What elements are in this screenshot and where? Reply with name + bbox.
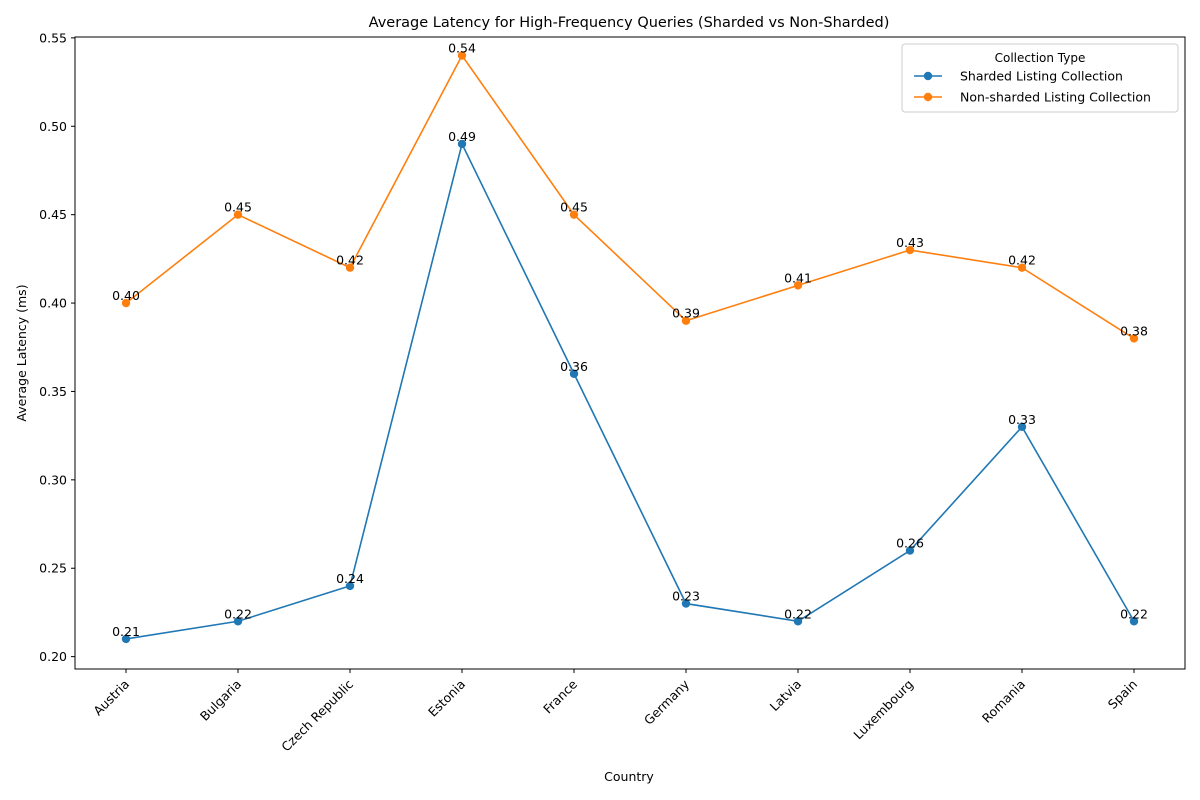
x-tick-label: Spain — [1105, 677, 1140, 712]
x-tick-label: Estonia — [425, 677, 468, 720]
data-label: 0.22 — [1120, 606, 1148, 621]
data-point — [457, 139, 467, 149]
y-tick-label: 0.25 — [39, 561, 67, 576]
legend: Collection Type Sharded Listing Collecti… — [901, 43, 1179, 113]
legend-label: Sharded Listing Collection — [960, 69, 1123, 84]
x-axis-label: Country — [604, 769, 654, 784]
legend-marker — [923, 71, 933, 81]
data-label: 0.23 — [672, 589, 700, 604]
data-point — [793, 281, 803, 290]
data-point — [905, 546, 915, 555]
x-tick-label: Romania — [979, 677, 1028, 726]
y-axis-ticks: 0.20 0.25 0.30 0.35 0.40 0.45 0.50 0.55 — [39, 30, 75, 664]
data-label: 0.49 — [448, 129, 476, 144]
series-line — [125, 54, 1135, 340]
data-point — [1129, 334, 1139, 343]
x-tick-label: Luxembourg — [850, 677, 916, 743]
legend-marker — [923, 92, 933, 102]
data-point — [1129, 617, 1139, 626]
data-point — [569, 369, 579, 378]
data-label: 0.33 — [1008, 412, 1036, 427]
series-0: 0.21 0.22 0.24 0.49 0.36 0.23 0.22 0.26 0.33 0.22 — [112, 129, 1148, 644]
legend-label: Non-sharded Listing Collection — [960, 90, 1151, 105]
x-tick-label: Germany — [641, 676, 693, 728]
data-label: 0.41 — [784, 270, 812, 285]
x-tick-label: Bulgaria — [197, 677, 244, 724]
data-point — [681, 599, 691, 608]
legend-box — [901, 43, 1179, 113]
data-label: 0.21 — [112, 624, 140, 639]
series-layer: 0.21 0.22 0.24 0.49 0.36 0.23 0.22 0.26 0.33 0.22… — [112, 41, 1148, 644]
data-point — [905, 245, 915, 255]
data-label: 0.42 — [1008, 253, 1036, 268]
data-point — [121, 298, 131, 308]
data-point — [1017, 263, 1027, 272]
data-label: 0.43 — [896, 235, 924, 250]
x-tick-label: Latvia — [767, 677, 805, 715]
y-tick-label: 0.30 — [39, 472, 67, 487]
data-point — [681, 316, 691, 325]
data-label: 0.42 — [336, 253, 364, 268]
data-label: 0.45 — [224, 200, 252, 215]
data-label: 0.54 — [448, 41, 476, 56]
data-label: 0.22 — [784, 606, 812, 621]
plot-frame — [74, 36, 1186, 670]
y-tick-label: 0.40 — [39, 296, 67, 311]
y-tick-label: 0.45 — [39, 207, 67, 222]
data-label: 0.24 — [336, 571, 364, 586]
y-tick-label: 0.50 — [39, 119, 67, 134]
y-tick-label: 0.20 — [39, 649, 67, 664]
data-label: 0.26 — [896, 536, 924, 551]
x-tick-label: Austria — [90, 677, 132, 719]
data-label: 0.38 — [1120, 323, 1148, 338]
data-point — [233, 210, 243, 219]
data-point — [345, 581, 355, 591]
data-point — [793, 617, 803, 626]
x-axis-ticks: Austria Bulgaria Czech Republic Estonia Fran… — [90, 669, 1140, 754]
chart-title: Average Latency for High-Frequency Queri… — [369, 15, 890, 31]
x-tick-label: Czech Republic — [278, 676, 356, 754]
data-label: 0.45 — [560, 200, 588, 215]
data-point — [569, 210, 579, 219]
data-label: 0.22 — [224, 606, 252, 621]
data-label: 0.36 — [560, 359, 588, 374]
x-tick-label: France — [540, 676, 580, 716]
y-axis-label: Average Latency (ms) — [14, 284, 29, 421]
series-line — [125, 141, 1135, 640]
data-label: 0.40 — [112, 288, 140, 303]
data-point — [121, 634, 131, 644]
data-label: 0.39 — [672, 306, 700, 321]
legend-title: Collection Type — [995, 51, 1086, 65]
data-point — [1017, 422, 1027, 432]
data-point — [345, 263, 355, 272]
series-1: 0.40 0.45 0.42 0.54 0.45 0.39 0.41 0.43 0.42 0.38 — [112, 41, 1148, 343]
y-tick-label: 0.55 — [39, 30, 67, 45]
y-tick-label: 0.35 — [39, 384, 67, 399]
data-point — [233, 617, 243, 626]
data-point — [457, 51, 467, 60]
